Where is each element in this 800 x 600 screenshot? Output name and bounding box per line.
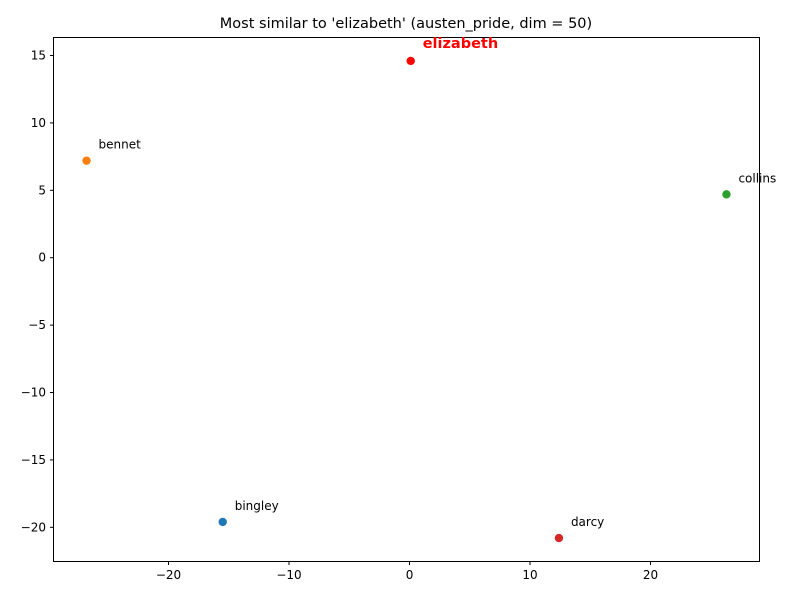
point-elizabeth [406,56,415,66]
point-label-bingley: bingley [235,499,279,513]
y-tick-label: 10 [31,116,46,130]
x-axis: −20 −10 0 10 20 [156,561,658,582]
point-collins [722,190,731,199]
x-tick-label: −20 [156,568,181,582]
point-bennet [82,156,91,165]
x-tick-label: 0 [406,568,414,582]
y-tick-label: −10 [21,386,46,400]
data-points: elizabeth bingley bennet collins darcy [82,36,776,543]
y-axis: −20 −15 −10 −5 0 5 10 15 [21,49,54,534]
y-tick-label: −15 [21,453,46,467]
y-tick-label: 5 [38,183,46,197]
point-label-collins: collins [738,171,776,185]
point-label-darcy: darcy [571,515,604,529]
point-darcy [554,533,564,543]
y-tick-label: −5 [28,318,46,332]
y-tick-label: 0 [38,251,46,265]
x-tick-label: −10 [276,568,301,582]
point-label-elizabeth: elizabeth [423,36,498,52]
y-tick-label: 15 [31,49,46,63]
point-label-bennet: bennet [99,138,142,152]
y-tick-label: −20 [21,520,46,534]
plot-frame [53,37,760,562]
x-tick-label: 10 [522,568,537,582]
point-bingley [218,517,227,527]
x-tick-label: 20 [643,568,658,582]
chart-title: Most similar to 'elizabeth' (austen_prid… [220,16,592,32]
